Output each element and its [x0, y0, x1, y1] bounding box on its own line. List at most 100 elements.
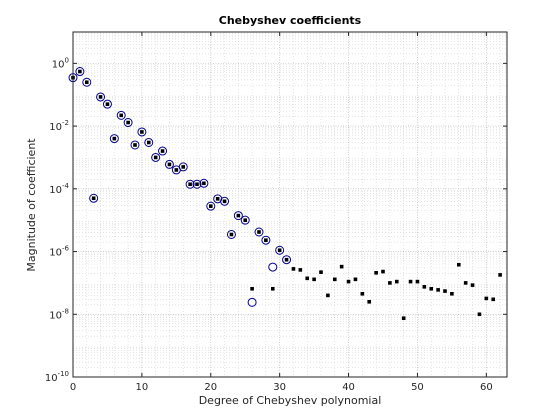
- data-point-circle: [268, 262, 278, 272]
- data-point-square: [415, 279, 420, 284]
- data-point-square: [477, 312, 482, 317]
- data-point-square: [374, 271, 378, 275]
- data-point-square: [291, 267, 296, 271]
- data-point-circle: [137, 127, 147, 137]
- data-point-square: [105, 102, 110, 106]
- data-point-square: [408, 279, 413, 284]
- data-point-square: [422, 285, 427, 289]
- y-tick-label: 10-8: [49, 307, 69, 321]
- data-point-square: [78, 69, 82, 74]
- axis-ticks: [72, 32, 507, 378]
- series-layer: [68, 67, 502, 320]
- data-point-square: [326, 293, 330, 298]
- data-point-square: [450, 291, 454, 296]
- y-tick-label: 10-10: [45, 370, 69, 384]
- data-point-circle: [247, 297, 257, 307]
- data-point-circle: [226, 229, 236, 239]
- x-tick-label: 20: [204, 382, 217, 393]
- data-point-square: [401, 316, 406, 320]
- data-point-square: [112, 136, 117, 141]
- data-point-square: [222, 199, 227, 204]
- y-tick-labels: 10-10 10-8 10-6 10-4 10-2 100: [45, 56, 70, 384]
- data-point-circle: [158, 146, 168, 156]
- data-point-circle: [144, 137, 154, 147]
- data-point-square: [305, 276, 310, 281]
- data-point-square: [188, 182, 192, 187]
- data-point-circle: [151, 152, 161, 162]
- data-point-square: [388, 281, 392, 285]
- data-point-square: [339, 264, 344, 269]
- data-point-square: [360, 291, 365, 296]
- data-point-square: [429, 286, 434, 291]
- data-point-square: [346, 279, 351, 284]
- x-tick-label: 50: [411, 382, 424, 393]
- data-point-square: [443, 289, 447, 293]
- data-point-square: [140, 130, 144, 134]
- data-point-square: [332, 277, 337, 282]
- major-grid: [73, 32, 507, 378]
- data-point-square: [215, 197, 220, 201]
- data-point-circle: [130, 140, 140, 150]
- data-point-square: [181, 165, 186, 169]
- data-point-circle: [102, 99, 112, 109]
- x-tick-label: 40: [342, 382, 355, 393]
- data-point-square: [264, 238, 268, 243]
- data-point-circle: [178, 162, 188, 172]
- y-tick-label: 10-6: [49, 245, 69, 259]
- data-point-circle: [282, 255, 292, 265]
- data-point-circle: [199, 178, 209, 188]
- minor-grid: [73, 32, 507, 377]
- data-point-square: [195, 182, 199, 187]
- data-point-circle: [206, 201, 216, 211]
- data-point-square: [236, 213, 241, 218]
- data-point-square: [167, 162, 172, 167]
- series-0: [68, 67, 292, 307]
- plot-frame: [72, 31, 508, 378]
- data-point-circle: [123, 118, 133, 128]
- y-axis-label: Magnitude of coefficient: [25, 138, 38, 272]
- data-point-circle: [185, 179, 195, 189]
- x-tick-labels: 0 10 20 30 40 50 60: [70, 382, 493, 393]
- data-point-square: [463, 281, 468, 285]
- x-axis-label: Degree of Chebyshev polynomial: [199, 394, 382, 407]
- data-point-square: [491, 297, 496, 302]
- data-point-circle: [233, 211, 243, 221]
- data-point-square: [394, 279, 399, 284]
- x-tick-label: 30: [273, 382, 286, 393]
- data-point-square: [160, 149, 165, 153]
- data-point-circle: [275, 245, 285, 255]
- x-tick-label: 60: [480, 382, 493, 393]
- data-point-square: [484, 296, 489, 301]
- x-tick-label: 0: [70, 382, 76, 393]
- data-point-square: [298, 268, 303, 272]
- data-point-square: [174, 168, 179, 172]
- data-point-square: [208, 204, 213, 208]
- data-point-square: [119, 113, 124, 118]
- x-tick-label: 10: [136, 382, 149, 393]
- data-point-square: [381, 269, 385, 274]
- data-point-circle: [254, 227, 264, 237]
- data-point-square: [243, 218, 248, 222]
- plot-area: [73, 32, 507, 377]
- data-point-square: [126, 120, 130, 125]
- data-point-square: [284, 257, 289, 262]
- y-tick-label: 10-4: [49, 182, 69, 196]
- data-point-square: [98, 95, 103, 99]
- data-point-square: [436, 288, 440, 292]
- y-tick-label: 100: [52, 56, 69, 70]
- data-point-circle: [75, 67, 85, 77]
- data-point-square: [146, 140, 151, 145]
- data-point-square: [353, 277, 358, 282]
- data-point-circle: [109, 134, 119, 144]
- data-point-square: [133, 143, 137, 147]
- data-point-square: [84, 80, 89, 85]
- data-point-square: [498, 273, 502, 277]
- data-point-circle: [82, 77, 92, 87]
- data-point-circle: [220, 196, 230, 206]
- data-point-square: [470, 283, 475, 287]
- y-tick-label: 10-2: [49, 119, 69, 133]
- data-point-square: [202, 181, 206, 186]
- data-point-square: [91, 196, 96, 201]
